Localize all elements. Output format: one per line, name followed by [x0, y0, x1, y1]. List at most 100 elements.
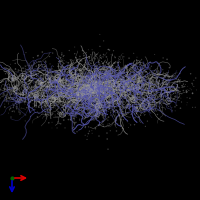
Point — [43, 104, 46, 107]
Point — [82, 63, 85, 66]
Point — [170, 99, 173, 102]
Point — [113, 110, 116, 113]
Point — [94, 81, 97, 85]
Point — [93, 100, 96, 103]
Point — [91, 87, 95, 91]
Point — [88, 79, 91, 82]
Point — [61, 102, 64, 105]
Point — [150, 65, 153, 68]
Point — [100, 60, 103, 63]
Point — [83, 99, 86, 102]
Point — [109, 98, 112, 101]
Point — [78, 83, 81, 86]
Point — [72, 84, 76, 87]
Point — [82, 94, 85, 97]
Point — [111, 95, 114, 98]
Point — [152, 88, 156, 91]
Point — [112, 71, 116, 74]
Point — [157, 69, 160, 73]
Point — [132, 71, 136, 74]
Point — [152, 96, 156, 100]
Point — [55, 86, 58, 89]
Point — [90, 94, 93, 97]
Point — [40, 78, 43, 81]
Point — [92, 82, 96, 85]
Point — [180, 84, 184, 87]
Point — [86, 106, 89, 109]
Point — [74, 73, 77, 76]
Point — [99, 54, 102, 57]
Point — [137, 93, 140, 96]
Point — [115, 73, 118, 76]
Point — [141, 92, 144, 95]
Point — [36, 110, 39, 114]
Point — [70, 85, 74, 89]
Point — [74, 69, 78, 72]
Point — [36, 93, 39, 96]
Point — [120, 124, 123, 127]
Point — [108, 96, 111, 100]
Point — [89, 109, 92, 112]
Point — [133, 71, 136, 75]
Point — [114, 76, 117, 80]
Point — [83, 79, 86, 83]
Point — [131, 103, 134, 106]
Point — [44, 100, 47, 103]
Point — [88, 91, 91, 94]
Point — [9, 63, 12, 66]
Point — [94, 87, 97, 90]
Point — [44, 113, 47, 116]
Point — [56, 77, 59, 80]
Point — [23, 86, 27, 90]
Point — [83, 84, 86, 87]
Point — [75, 61, 78, 64]
Point — [52, 85, 55, 88]
Point — [95, 68, 98, 72]
Point — [104, 95, 107, 98]
Point — [131, 97, 134, 100]
Point — [51, 80, 54, 83]
Point — [28, 93, 32, 96]
Point — [150, 86, 153, 89]
Point — [29, 95, 32, 99]
Point — [15, 94, 18, 98]
Point — [151, 82, 154, 85]
Point — [138, 115, 141, 118]
Point — [78, 74, 82, 77]
Point — [104, 68, 107, 71]
Point — [136, 85, 139, 88]
Point — [9, 85, 13, 88]
Point — [86, 83, 89, 86]
Point — [46, 81, 49, 84]
Point — [45, 105, 48, 108]
Point — [115, 95, 119, 98]
Point — [50, 68, 53, 71]
Point — [73, 84, 76, 87]
Point — [29, 89, 32, 92]
Point — [84, 108, 88, 111]
Point — [122, 110, 125, 114]
Point — [45, 77, 48, 80]
Point — [116, 97, 119, 100]
Point — [81, 89, 84, 92]
Point — [132, 96, 135, 99]
Point — [46, 86, 49, 89]
Point — [152, 92, 155, 95]
Point — [18, 113, 22, 116]
Point — [134, 103, 137, 106]
Point — [163, 80, 166, 83]
Point — [18, 96, 21, 99]
Point — [133, 89, 136, 92]
Point — [56, 112, 59, 115]
Point — [78, 109, 82, 112]
Point — [90, 111, 93, 114]
Point — [11, 80, 14, 83]
Point — [89, 95, 92, 99]
Point — [100, 75, 103, 78]
Point — [108, 99, 112, 102]
Point — [73, 108, 76, 111]
Point — [81, 91, 84, 94]
Point — [65, 96, 69, 99]
Point — [44, 74, 47, 77]
Point — [135, 73, 138, 76]
